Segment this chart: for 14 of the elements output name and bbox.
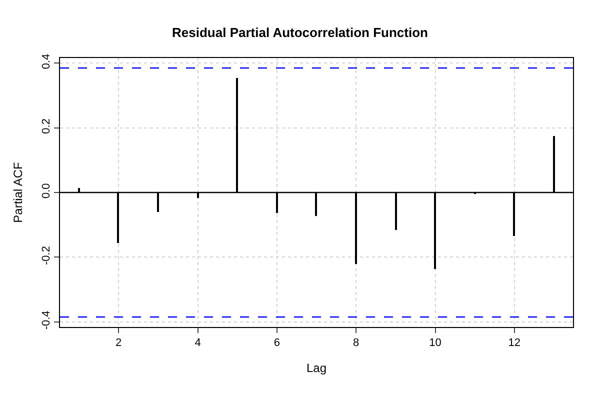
- x-axis-title: Lag: [306, 361, 327, 376]
- y-tick-label: 0.0: [40, 183, 53, 198]
- x-tick-label: 12: [508, 337, 521, 350]
- y-tick-label: -0.2: [40, 246, 53, 265]
- y-axis-title: Partial ACF: [10, 162, 25, 223]
- x-tick-label: 6: [274, 337, 280, 350]
- x-tick-label: 8: [353, 337, 360, 350]
- y-tick-label: 0.4: [40, 54, 53, 70]
- x-tick-label: 10: [429, 337, 442, 350]
- x-tick-label: 2: [116, 337, 122, 350]
- y-tick-label: -0.4: [40, 310, 53, 330]
- y-tick-label: 0.2: [40, 118, 53, 134]
- chart-title: Residual Partial Autocorrelation Function: [172, 25, 428, 40]
- x-tick-label: 4: [194, 337, 201, 350]
